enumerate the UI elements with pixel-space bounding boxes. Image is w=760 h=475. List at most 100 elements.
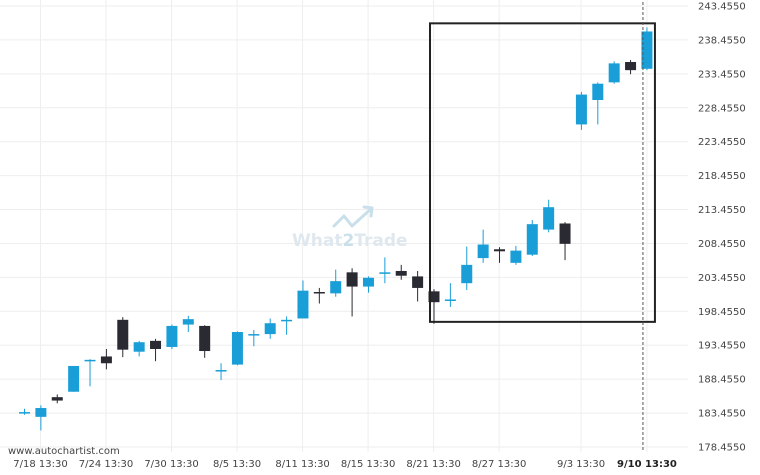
candle	[330, 269, 342, 297]
candle	[592, 82, 604, 125]
candle-body	[166, 325, 178, 347]
x-tick-label: 7/24 13:30	[79, 459, 133, 470]
candle	[199, 325, 211, 358]
candle-body	[477, 244, 489, 259]
candle	[19, 408, 30, 415]
candle-body	[444, 299, 456, 301]
candle	[362, 276, 374, 293]
candle	[166, 324, 178, 349]
candle	[100, 348, 112, 370]
candle-body	[395, 270, 407, 276]
watermark-text: What2Trade	[292, 231, 408, 251]
y-tick-label: 228.4550	[698, 103, 746, 114]
y-tick-label: 233.4550	[698, 69, 746, 80]
candle	[248, 329, 260, 347]
candle-body	[199, 325, 211, 352]
candle	[494, 247, 506, 263]
candle-body	[117, 319, 129, 350]
candle	[543, 199, 555, 233]
candle	[444, 283, 456, 307]
x-tick-label: 8/15 13:30	[341, 459, 395, 470]
candle-body	[346, 272, 358, 287]
candle	[231, 331, 243, 366]
x-tick-label: 8/11 13:30	[275, 459, 329, 470]
candle-body	[461, 264, 473, 284]
y-tick-label: 203.4550	[698, 273, 746, 284]
y-tick-label: 223.4550	[698, 137, 746, 148]
y-tick-label: 193.4550	[698, 341, 746, 352]
y-tick-label: 213.4550	[698, 205, 746, 216]
candle	[461, 246, 473, 290]
candle-body	[543, 207, 555, 230]
candle-body	[592, 83, 604, 101]
y-tick-label: 238.4550	[698, 35, 746, 46]
candle-body	[297, 290, 309, 319]
candle-body	[575, 94, 587, 125]
candle-body	[35, 408, 47, 417]
candle-body	[494, 249, 506, 252]
candle	[641, 27, 653, 71]
candle-body	[215, 370, 227, 372]
candle	[526, 220, 538, 257]
candle	[297, 280, 309, 319]
candle	[412, 270, 424, 302]
candle-body	[84, 359, 96, 362]
candle	[215, 363, 227, 381]
candle	[313, 287, 325, 304]
x-axis: 7/18 13:30 7/24 13:30 7/30 13:30 8/5 13:30 8…	[13, 459, 677, 470]
candle-body	[362, 277, 374, 287]
candle	[428, 289, 440, 324]
candles	[19, 27, 653, 431]
x-tick-label: 8/21 13:30	[406, 459, 460, 470]
y-tick-label: 243.4550	[698, 2, 746, 13]
candle	[264, 318, 276, 339]
candle	[182, 315, 194, 333]
candle-body	[510, 250, 522, 263]
candle-body	[231, 332, 243, 365]
candle	[150, 338, 162, 362]
candle	[477, 229, 489, 263]
candle-body	[19, 412, 30, 414]
candle-body	[51, 397, 63, 401]
candle	[117, 317, 129, 358]
grid-lines	[0, 0, 688, 452]
candle	[51, 394, 63, 404]
candle-body	[625, 62, 637, 71]
candle-body	[264, 323, 276, 335]
candle	[559, 222, 571, 261]
x-tick-label: 7/18 13:30	[13, 459, 67, 470]
candle	[35, 405, 47, 431]
y-tick-label: 188.4550	[698, 375, 746, 386]
candle-body	[330, 281, 342, 294]
candle	[346, 268, 358, 317]
candle-body	[68, 365, 80, 392]
candle-body	[281, 319, 293, 322]
candle-body	[248, 334, 260, 336]
watermark-logo: What2Trade	[292, 205, 408, 251]
y-tick-label: 178.4550	[698, 443, 746, 454]
x-tick-label: 9/3 13:30	[557, 459, 605, 470]
y-axis: 243.4550 238.4550 233.4550 228.4550 223.4550…	[698, 2, 746, 454]
candle	[84, 359, 96, 387]
candle	[575, 91, 587, 130]
candle-body	[133, 342, 145, 352]
x-tick-label: 9/10 13:30	[617, 459, 677, 470]
candle-body	[526, 224, 538, 255]
y-tick-label: 183.4550	[698, 409, 746, 420]
y-tick-label: 208.4550	[698, 239, 746, 250]
watermark-chart-icon	[332, 205, 374, 228]
candle-body	[100, 356, 112, 364]
candle	[68, 365, 80, 392]
candle-body	[641, 31, 653, 69]
x-tick-label: 7/30 13:30	[144, 459, 198, 470]
candle-body	[608, 63, 620, 83]
candle	[608, 61, 620, 84]
candle-body	[428, 291, 440, 303]
candle	[395, 264, 407, 280]
y-tick-label: 198.4550	[698, 307, 746, 318]
y-tick-label: 218.4550	[698, 171, 746, 182]
x-tick-label: 8/5 13:30	[213, 459, 261, 470]
candle-body	[379, 272, 391, 274]
candle	[510, 245, 522, 265]
